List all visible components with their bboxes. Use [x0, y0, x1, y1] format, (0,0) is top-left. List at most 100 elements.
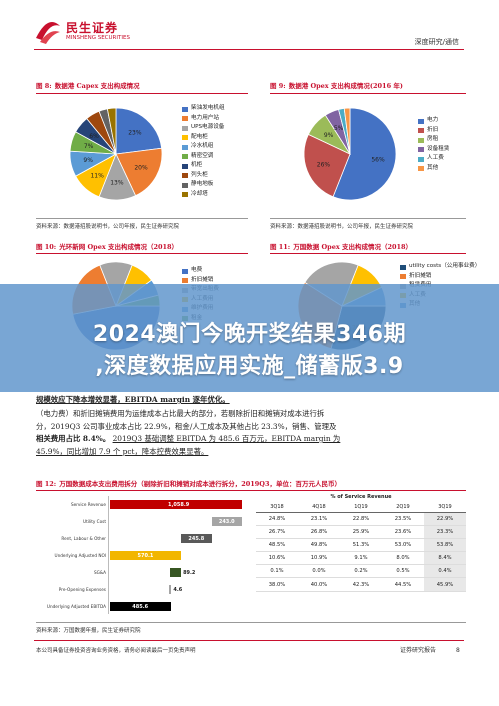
logo-mark-icon: [36, 22, 60, 44]
table-cell: 40.0%: [298, 577, 340, 592]
fig9-legend-label: 其他: [427, 164, 439, 171]
footer-label: 证券研究报告: [400, 647, 437, 654]
fig11-title-text: 万国数据 Opex 支出构成情况（2018）: [293, 243, 413, 251]
banner-line-1: 2024澳门今晚开奖结果346期: [92, 322, 407, 347]
fig8-legend-item: 列头柜: [182, 171, 225, 181]
table-cell: 22.9%: [424, 512, 466, 526]
fig10-legend-item: 折旧摊销: [182, 276, 219, 286]
fig10-title-text: 光环新网 Opex 支出构成情况（2018）: [59, 243, 179, 251]
fig8-title-text: 数据港 Capex 支出构成情况: [54, 82, 140, 90]
fig11-title: 图 11: 万国数据 Opex 支出构成情况（2018）: [270, 241, 412, 251]
fig9-legend-swatch: [418, 166, 424, 171]
table-cell: 10.6%: [256, 551, 298, 566]
fig9-pie-chart: 56% 26% 9%5%: [303, 107, 397, 201]
fig8-pie-data-label: 6%: [89, 133, 99, 140]
table-cell: 23.3%: [424, 525, 466, 539]
fig9-legend-item: 设备租赁: [418, 145, 449, 155]
fig9-legend-swatch: [418, 118, 424, 124]
fig11-legend-label: utility costs（公用事业费）: [409, 263, 481, 269]
waterfall-value-label: 243.0: [218, 518, 235, 525]
fig8-legend-item: 机柜: [182, 161, 225, 171]
fig9-legend-label: 折旧: [427, 126, 439, 133]
fig9-legend-swatch: [418, 128, 424, 133]
waterfall-category-label: Utility Cost: [83, 519, 106, 524]
footer-right: 证券研究报告 8: [400, 645, 460, 654]
fig9-pie-data-label: 5%: [334, 125, 344, 132]
fig9-legend: 电力 折旧 房租 设备租赁 人工费 其他: [418, 116, 449, 173]
fig9-rule: [270, 93, 466, 94]
table-cell: 10.9%: [298, 551, 340, 566]
waterfall-bar: [169, 568, 182, 577]
waterfall-value-label: 570.1: [137, 552, 154, 559]
table-row: 24.8% 23.1% 22.8% 23.5% 22.9%: [256, 512, 466, 526]
fig9-title-text: 数据港 Opex 支出构成情况(2016 年): [288, 82, 403, 90]
table-cell: 8.0%: [382, 551, 424, 566]
fig9-legend-item: 折旧: [418, 126, 449, 136]
fig10-rule: [36, 253, 248, 254]
logo-text-en: MINSHENG SECURITIES: [66, 35, 130, 41]
fig10-legend-label: 折旧摊销: [191, 276, 214, 283]
table-column-header: 2Q19: [382, 502, 424, 513]
fig8-source: 资料来源：数据港招股说明书，公司年报，民生证券研究院: [36, 224, 180, 230]
footer-disclaimer: 本公司具备证券投资咨询业务资格，请务必阅读最后一页免责声明: [36, 648, 196, 654]
fig8-legend-label: 列头柜: [191, 171, 208, 178]
fig9-pie-slice: [343, 107, 351, 155]
waterfall-category-label: Underlying Adjusted EBITDA: [46, 604, 106, 609]
fig8-pie-data-label: 9%: [83, 157, 93, 164]
table-cell: 23.1%: [298, 512, 340, 526]
fig8-pie-data-label: 11%: [90, 172, 104, 179]
fig12-source: 资料来源：万国数据年报，民生证券研究院: [36, 628, 141, 634]
fig9-legend-swatch: [418, 156, 424, 162]
waterfall-value-label: 485.6: [132, 603, 149, 610]
fig11-rule: [270, 253, 466, 254]
fig9-num: 图 9:: [270, 82, 286, 90]
table-cell: 25.9%: [340, 525, 382, 539]
fig9-legend-item: 其他: [418, 164, 449, 174]
fig8-legend-label: 精密空调: [191, 152, 214, 159]
fig8-pie-data-label: 13%: [110, 180, 124, 187]
fig8-legend-swatch: [182, 173, 188, 178]
fig8-legend-swatch: [182, 163, 188, 169]
fig8-legend-item: 冷水机组: [182, 142, 225, 152]
fig9-pie-data-label: 9%: [324, 132, 334, 139]
fig10-title: 图 10: 光环新网 Opex 支出构成情况（2018）: [36, 241, 178, 251]
fig8-pie-slice: [115, 147, 163, 197]
fig8-legend-item: UPS电源设备: [182, 123, 225, 133]
fig10-num: 图 10:: [36, 243, 57, 251]
table-column-header: 3Q18: [256, 502, 298, 513]
body-heading: 规模效应下降本增效显著，EBITDA margin 逐年优化。: [36, 394, 466, 407]
footer-divider: [34, 640, 464, 641]
banner-line-2: ,深度数据应用实施_储蓄版3.9: [95, 354, 404, 379]
company-logo: 民生证券 MINSHENG SECURITIES: [34, 16, 144, 48]
waterfall-bar: [110, 500, 242, 509]
fig10-legend-item: 电费: [182, 266, 219, 276]
fig8-legend-label: UPS电源设备: [191, 124, 225, 130]
fig8-legend-swatch: [182, 144, 188, 150]
fig9-pie-data-label: 56%: [371, 156, 385, 163]
body-heading-text: 规模效应下降本增效显著，EBITDA margin 逐年优化。: [36, 395, 230, 404]
table-cell: 8.4%: [424, 551, 466, 566]
fig9-legend-swatch: [418, 137, 424, 143]
table-row: 10.6% 10.9% 9.1% 8.0% 8.4%: [256, 551, 466, 566]
table-cell: 45.9%: [424, 577, 466, 592]
table-cell: 53.8%: [424, 538, 466, 553]
fig11-legend-swatch: [400, 274, 406, 279]
table-column-headers: 3Q18 4Q18 1Q19 2Q19 3Q19: [256, 502, 466, 513]
fig11-num: 图 11:: [270, 243, 291, 251]
fig12-waterfall-chart: Service Revenue 1,058.9 Utility Cost 243.0 R…: [36, 496, 248, 616]
fig8-legend-label: 电力用户站: [191, 114, 219, 121]
fig12-bottom-rule: [36, 622, 466, 623]
fig12-num: 图 12:: [36, 480, 57, 488]
fig9-legend-item: 房租: [418, 135, 449, 145]
fig9-legend-label: 电力: [427, 117, 439, 123]
body-paragraph: （电力费）和折旧摊销费用为运维成本占比最大的部分，若剔除折旧和摊销对成本进行拆 …: [36, 408, 466, 458]
fig8-pie-slice: [115, 107, 163, 155]
fig9-legend-label: 房租: [427, 136, 439, 142]
fig9-pie-data-label: 26%: [317, 161, 331, 168]
fig8-rule: [36, 93, 248, 94]
table-cell: 0.1%: [256, 564, 298, 579]
waterfall-bar: [181, 534, 212, 543]
fig10-legend-swatch: [182, 268, 188, 274]
page-header: 民生证券 MINSHENG SECURITIES 深度研究/通信: [0, 0, 499, 54]
body-line-4-text: 45.9%，同比增加 7.9 个 pct，降本控费效果显著。: [36, 446, 209, 456]
